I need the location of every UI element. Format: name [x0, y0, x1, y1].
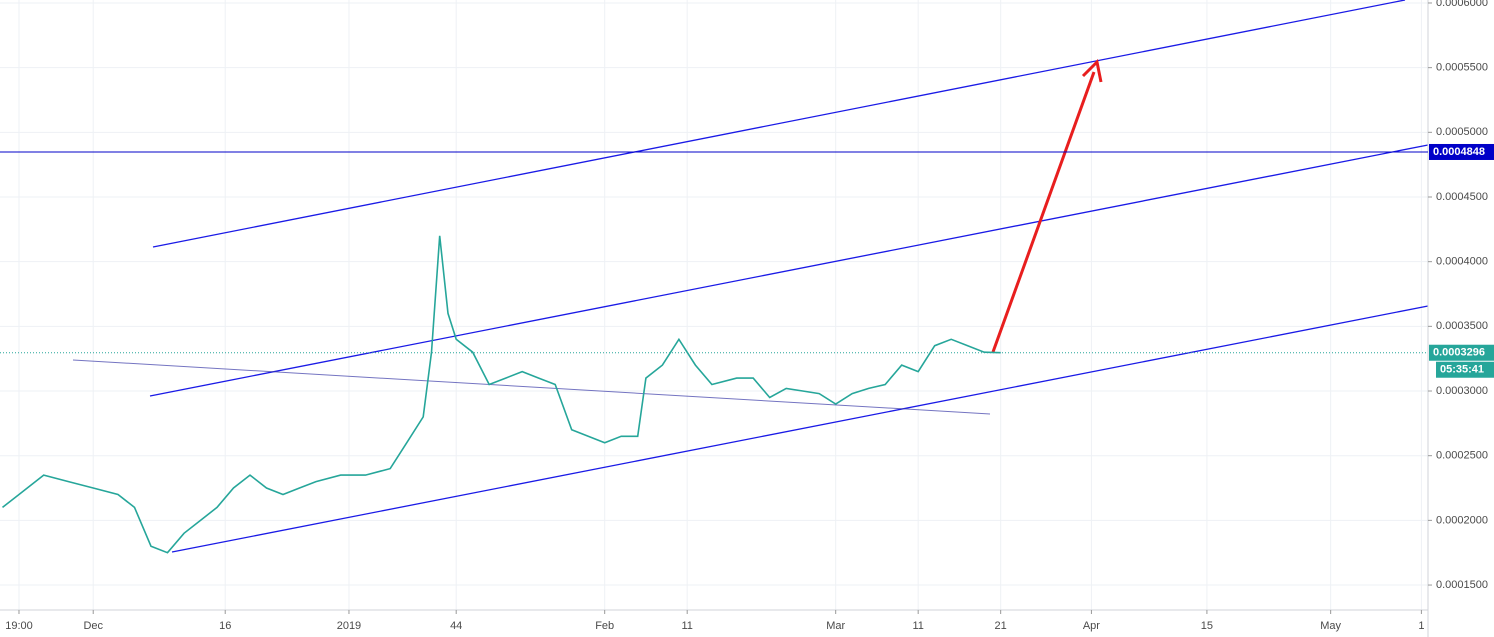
last-price-bg: [1429, 344, 1494, 361]
x-tick-label: Apr: [1083, 620, 1100, 632]
long-ma: [72, 359, 991, 415]
last-price-label: 0.0003296: [1433, 347, 1485, 359]
y-tick-label: 0.0005000: [1436, 126, 1488, 138]
x-tick-label: Feb: [595, 620, 614, 632]
y-tick-label: 0.0005500: [1436, 62, 1488, 74]
channel-middle: [149, 144, 1429, 397]
y-tick-label: 0.0004500: [1436, 191, 1488, 203]
y-tick-label: 0.0004000: [1436, 256, 1488, 268]
grid: [0, 0, 1428, 610]
x-tick-label: 44: [450, 620, 462, 632]
x-tick-label: 21: [995, 620, 1007, 632]
channel-upper: [152, 0, 1406, 248]
y-tick-label: 0.0002500: [1436, 450, 1488, 462]
countdown: 05:35:41: [1440, 364, 1484, 376]
x-tick-label: 19:00: [5, 620, 33, 632]
countdown-bg: [1436, 361, 1494, 378]
x-tick-label: 11: [912, 620, 923, 632]
price-line: [2, 235, 1001, 554]
x-tick-label: May: [1320, 620, 1341, 632]
x-tick-label: Mar: [826, 620, 845, 632]
x-tick-label: 15: [1201, 620, 1213, 632]
level-label-bg: [1429, 143, 1494, 160]
y-tick-label: 0.0003500: [1436, 320, 1488, 332]
level-label: 0.0004848: [1433, 146, 1485, 158]
x-tick-label: 1: [1418, 620, 1424, 632]
y-tick-label: 0.0003000: [1436, 385, 1488, 397]
projection-arrow: [991, 71, 1096, 353]
channel-lower: [171, 305, 1429, 553]
y-tick-label: 0.0002000: [1436, 514, 1488, 526]
x-tick-label: 2019: [337, 620, 361, 632]
arrow-head: [1081, 58, 1103, 83]
y-tick-label: 0.0001500: [1436, 579, 1488, 591]
y-tick-label: 0.0006000: [1436, 0, 1488, 9]
x-tick-label: 11: [681, 620, 692, 632]
x-tick-label: Dec: [83, 620, 103, 632]
x-tick-label: 16: [219, 620, 231, 632]
